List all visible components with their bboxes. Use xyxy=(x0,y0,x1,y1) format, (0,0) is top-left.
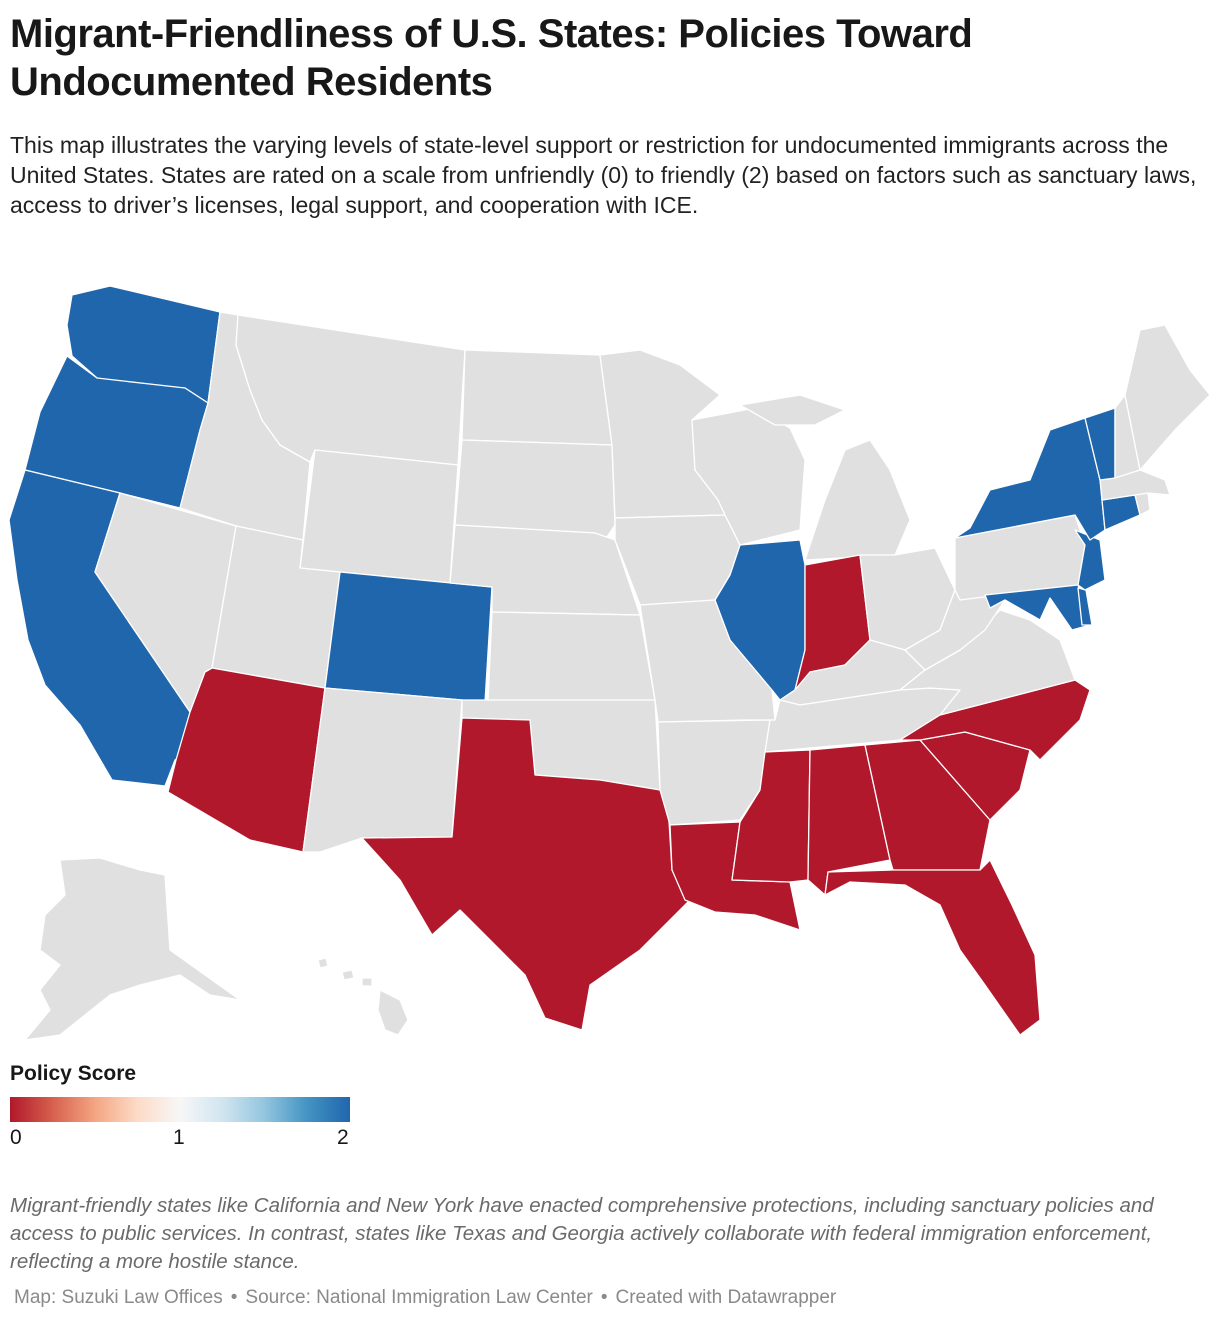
state-fl[interactable] xyxy=(824,859,1041,1036)
state-me[interactable] xyxy=(1124,324,1211,471)
credit-map: Map: Suzuki Law Offices xyxy=(14,1287,223,1308)
state-sd[interactable] xyxy=(454,439,616,541)
us-states-map xyxy=(8,285,1211,1041)
legend-tick-1: 1 xyxy=(173,1126,185,1149)
state-ak[interactable] xyxy=(24,857,241,1041)
states-layer xyxy=(8,285,1211,1041)
legend-tick-2: 2 xyxy=(337,1126,349,1149)
state-hi[interactable] xyxy=(317,957,409,1036)
state-wy[interactable] xyxy=(299,449,459,584)
state-ny[interactable] xyxy=(954,417,1106,541)
map-note: Migrant-friendly states like California … xyxy=(10,1194,1154,1273)
state-mt[interactable] xyxy=(235,314,466,466)
legend-tick-0: 0 xyxy=(10,1126,22,1149)
state-ks[interactable] xyxy=(487,611,656,703)
state-nj[interactable] xyxy=(1074,529,1106,591)
credits-line: Map: Suzuki Law Offices • Source: National… xyxy=(10,1287,840,1309)
credit-separator: • xyxy=(230,1287,238,1308)
state-ct[interactable] xyxy=(1101,494,1141,531)
legend-color-scale xyxy=(10,1097,350,1122)
state-mi[interactable] xyxy=(739,394,911,561)
credit-source: Source: National Immigration Law Center xyxy=(245,1287,593,1308)
state-nd[interactable] xyxy=(461,349,613,446)
state-nm[interactable] xyxy=(302,687,463,853)
map-title: Migrant-Friendliness of U.S. States: Pol… xyxy=(10,12,973,104)
legend-title: Policy Score xyxy=(10,1062,137,1085)
state-tx[interactable] xyxy=(361,717,691,1031)
state-co[interactable] xyxy=(324,571,493,703)
map-description: This map illustrates the varying levels … xyxy=(10,132,1197,218)
credit-separator: • xyxy=(600,1287,608,1308)
credit-tool: Created with Datawrapper xyxy=(615,1287,837,1308)
